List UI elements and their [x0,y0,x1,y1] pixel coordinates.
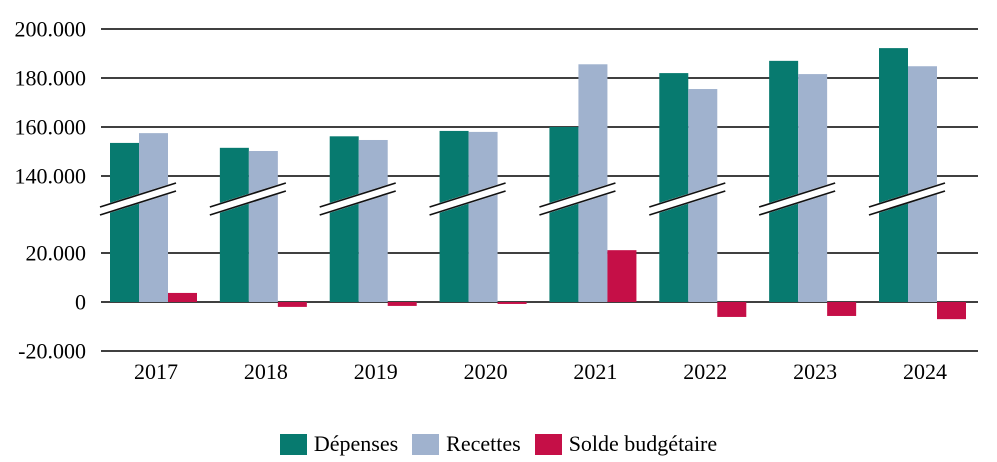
bar-2023-series0 [769,60,799,302]
axis-break-mask [319,182,396,216]
axis-break-slash-icon [758,182,836,208]
bar-2020-series2 [497,302,527,304]
bar-2018-series0 [219,147,249,302]
axis-break-mask [429,182,506,216]
chart-legend: Dépenses Recettes Solde budgétaire [0,431,997,457]
bar-2017-series1 [139,133,168,302]
axis-break-mask [649,182,726,216]
axis-break-slash-icon [868,190,946,216]
chart-canvas: 2017 2018 2019 2020 2021 2022 2023 2024 200.000 1… [15,17,978,384]
legend-swatch-solde-icon [534,433,562,455]
axis-break-mask [209,182,286,216]
legend-label-recettes: Recettes [446,431,521,456]
bar-2021-series1 [578,64,608,302]
y-axis-label: 200.000 [15,17,87,42]
bar-2018-series2 [277,302,307,307]
bar-2017-series0 [110,142,139,302]
y-axis-label: 0 [75,290,86,315]
axis-break-mask [100,182,176,216]
bar-2023-series2 [827,302,857,316]
bar-2024-series1 [907,66,937,303]
axis-break-slash-icon [319,182,396,208]
x-axis-label: 2017 [134,359,178,384]
bar-2024-series0 [878,48,908,302]
bar-2020-series1 [468,131,498,302]
x-axis-label: 2020 [464,359,508,384]
x-axis-label: 2022 [683,359,727,384]
legend-item-depenses: Dépenses [279,431,399,457]
x-axis-label: 2018 [244,359,288,384]
y-axis-label: 140.000 [15,164,87,189]
x-axis-label: 2021 [573,359,617,384]
bar-2022-series0 [659,73,689,302]
legend-swatch-recettes-icon [412,433,440,455]
axis-break-mask [759,182,836,216]
bar-2020-series0 [439,130,469,302]
bar-2021-series2 [607,250,637,302]
axis-break-slash-icon [868,182,946,208]
axis-break-slash-icon [319,190,396,216]
axis-break-slash-icon [429,182,506,208]
axis-break-slash-icon [649,190,726,216]
axis-break-slash-icon [758,190,836,216]
y-axis-label: 20.000 [26,241,87,266]
legend-swatch-depenses-icon [279,433,307,455]
x-axis-label: 2019 [354,359,398,384]
legend-item-recettes: Recettes [412,431,521,457]
axis-break-slash-icon [99,182,177,208]
bar-2019-series2 [387,302,417,306]
axis-break-slash-icon [649,182,726,208]
y-axis-label: -20.000 [18,339,86,364]
bar-2019-series1 [358,139,388,302]
bar-2022-series2 [717,302,747,317]
axis-break-slash-icon [99,190,177,216]
bar-2024-series2 [936,302,966,320]
axis-break-mask [539,182,616,216]
axis-break-slash-icon [539,190,616,216]
y-axis-label: 180.000 [15,66,87,91]
axis-break-slash-icon [539,182,616,208]
axis-break-slash-icon [209,182,287,208]
x-axis-label: 2023 [793,359,837,384]
axis-break-slash-icon [429,190,506,216]
y-axis-label: 160.000 [15,115,87,140]
axis-break-mask [868,182,945,216]
legend-label-depenses: Dépenses [313,431,399,456]
axis-break-slash-icon [209,190,287,216]
bar-2018-series1 [248,151,278,302]
legend-item-solde: Solde budgétaire [534,431,718,457]
legend-label-solde: Solde budgétaire [568,431,718,456]
bar-2019-series0 [329,136,359,302]
bar-2017-series2 [168,292,197,302]
x-axis-label: 2024 [903,359,947,384]
bar-2021-series0 [549,127,579,302]
